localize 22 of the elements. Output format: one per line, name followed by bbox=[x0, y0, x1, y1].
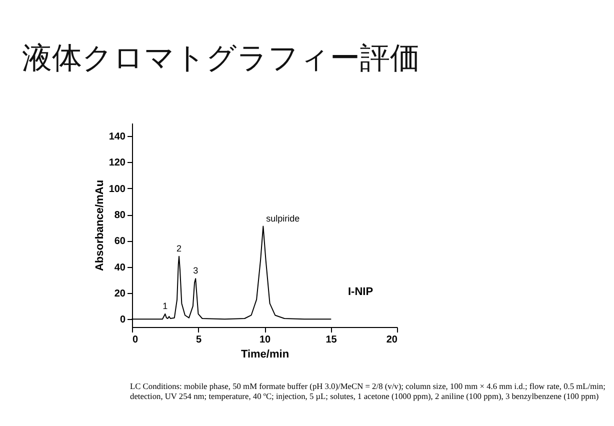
y-tick-label: 80 bbox=[114, 210, 126, 222]
y-tick-label: 60 bbox=[114, 236, 126, 248]
y-tick-label: 0 bbox=[120, 314, 126, 326]
x-tick-label: 0 bbox=[132, 334, 138, 346]
annotation: 3 bbox=[193, 266, 198, 276]
annotation: sulpiride bbox=[266, 213, 300, 224]
annotation: I-NIP bbox=[348, 286, 374, 298]
y-tick-label: 40 bbox=[114, 262, 126, 274]
x-tick-label: 15 bbox=[326, 334, 338, 346]
annotation: 1 bbox=[162, 300, 168, 311]
y-axis-title: Absorbance/mAu bbox=[94, 180, 106, 272]
x-tick-label: 5 bbox=[196, 334, 202, 346]
y-tick-label: 140 bbox=[108, 132, 126, 143]
annotation: 2 bbox=[176, 243, 182, 254]
y-tick-label: 100 bbox=[108, 184, 126, 195]
x-tick-label: 20 bbox=[386, 334, 398, 346]
chart-title: 液体クロマトグラフィー評価 bbox=[22, 40, 420, 78]
y-tick-label: 20 bbox=[114, 288, 126, 300]
x-axis-title: Time/min bbox=[240, 348, 290, 360]
x-tick-label: 10 bbox=[259, 334, 271, 346]
y-tick-label: 120 bbox=[108, 158, 126, 169]
text: LC Conditions: mobile phase, 50 mM formate buffer (pH 3.0)/MeCN = 2/8 (v/v); column size, 100 mm × 4.6 mm i.d.; flow rate, 0.5 mL/min; detection, UV 254 nm; temperature, 40 ºC; injection, 5 µL; solutes, 1 acetone (1000 ppm), 2 aniline (100 ppm), 3 benzylbenzene (100 ppm) bbox=[130, 382, 606, 402]
